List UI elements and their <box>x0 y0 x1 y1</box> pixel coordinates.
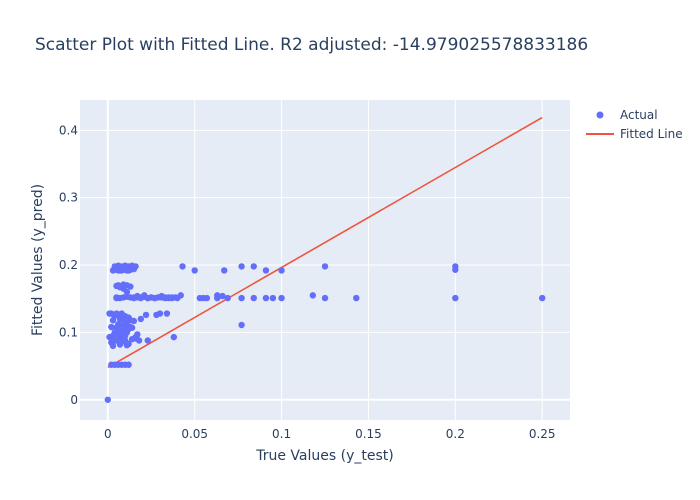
y-axis-ticks: 0 0.1 0.2 0.3 0.4 <box>59 123 78 406</box>
data-point[interactable] <box>179 263 186 270</box>
data-point[interactable] <box>116 336 124 344</box>
data-point[interactable] <box>219 292 226 300</box>
data-point[interactable] <box>214 292 221 299</box>
data-point[interactable] <box>130 317 138 325</box>
legend-marker-actual <box>596 111 604 119</box>
data-point[interactable] <box>163 310 171 317</box>
legend-label-actual: Actual <box>620 108 658 122</box>
data-point[interactable] <box>109 337 117 345</box>
x-tick-label: 0.25 <box>529 427 556 441</box>
x-tick-label: 0 <box>104 427 112 441</box>
x-axis-title: True Values (y_test) <box>255 448 393 464</box>
data-point[interactable] <box>191 267 198 274</box>
x-axis-ticks: 0 0.05 0.1 0.15 0.2 0.25 <box>104 427 556 441</box>
data-point[interactable] <box>262 267 270 274</box>
data-point[interactable] <box>128 324 136 331</box>
legend-item-fitted-line[interactable]: Fitted Line <box>586 127 683 141</box>
data-point[interactable] <box>142 311 150 319</box>
legend-item-actual[interactable]: Actual <box>596 108 658 122</box>
plot-area <box>80 100 570 420</box>
data-point[interactable] <box>116 341 124 348</box>
x-tick-label: 0.2 <box>446 427 465 441</box>
data-point[interactable] <box>170 333 178 341</box>
data-point[interactable] <box>125 361 132 368</box>
data-point[interactable] <box>125 267 132 274</box>
y-tick-label: 0.1 <box>59 325 78 339</box>
data-point[interactable] <box>137 315 145 323</box>
data-point[interactable] <box>108 323 115 331</box>
data-point[interactable] <box>123 340 131 348</box>
data-point[interactable] <box>452 266 459 273</box>
data-point[interactable] <box>238 263 245 270</box>
data-point[interactable] <box>168 294 176 301</box>
data-point[interactable] <box>135 337 143 344</box>
data-point[interactable] <box>108 310 115 317</box>
fitted-line-series <box>107 116 543 369</box>
chart-title: Scatter Plot with Fitted Line. R2 adjust… <box>35 35 588 55</box>
data-point[interactable] <box>269 294 277 302</box>
legend[interactable]: Actual Fitted Line <box>586 108 683 141</box>
data-point[interactable] <box>250 263 257 270</box>
data-point[interactable] <box>250 294 257 302</box>
actual-points-series <box>104 262 546 403</box>
data-point[interactable] <box>113 294 120 302</box>
data-point[interactable] <box>262 294 270 302</box>
data-point[interactable] <box>321 263 329 270</box>
data-point[interactable] <box>238 294 245 302</box>
data-point[interactable] <box>353 294 360 302</box>
data-point[interactable] <box>538 294 546 302</box>
x-tick-label: 0.05 <box>181 427 208 441</box>
data-point[interactable] <box>224 294 231 302</box>
data-point[interactable] <box>123 288 131 296</box>
y-tick-label: 0.2 <box>59 258 78 272</box>
data-point[interactable] <box>132 263 139 270</box>
data-point[interactable] <box>144 337 151 344</box>
legend-label-fitted-line: Fitted Line <box>620 127 683 141</box>
data-point[interactable] <box>321 294 329 302</box>
y-tick-label: 0 <box>70 393 78 407</box>
data-point[interactable] <box>278 294 285 302</box>
data-point[interactable] <box>309 292 317 299</box>
y-tick-label: 0.3 <box>59 191 78 205</box>
data-point[interactable] <box>238 321 245 329</box>
data-point[interactable] <box>177 292 184 299</box>
x-tick-label: 0.1 <box>272 427 291 441</box>
data-point[interactable] <box>127 283 134 290</box>
data-point[interactable] <box>109 342 117 350</box>
data-point[interactable] <box>203 294 211 302</box>
data-point[interactable] <box>104 396 112 403</box>
data-point[interactable] <box>452 294 459 302</box>
x-tick-label: 0.15 <box>355 427 382 441</box>
data-point[interactable] <box>156 310 164 317</box>
fitted-line <box>107 116 543 369</box>
y-tick-label: 0.4 <box>59 123 78 137</box>
y-axis-title: Fitted Values (y_pred) <box>30 184 46 336</box>
data-point[interactable] <box>221 267 228 274</box>
data-point[interactable] <box>278 267 285 274</box>
